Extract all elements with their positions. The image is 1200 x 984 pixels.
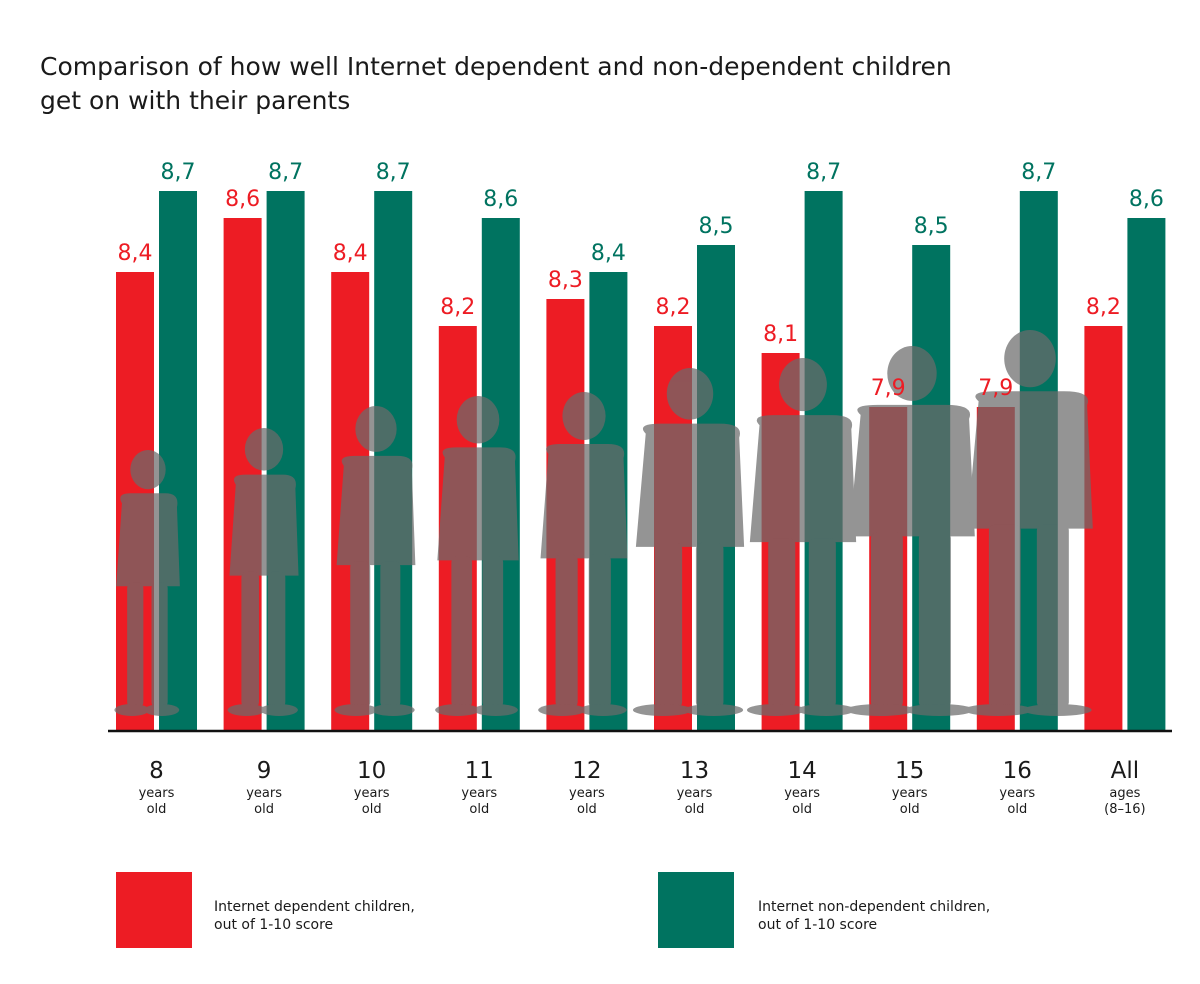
x-tick-sublabel-1-9: ages: [1109, 786, 1140, 801]
x-tick-label-6: 14: [787, 758, 816, 784]
chart-title: Comparison of how well Internet dependen…: [40, 50, 1140, 118]
data-label-dependent-8: 7,9: [978, 376, 1013, 401]
child-silhouette-8: [845, 346, 975, 716]
data-label-non_dependent-5: 8,5: [699, 214, 734, 239]
child-silhouette-6: [632, 368, 745, 716]
child-silhouette-1: [114, 450, 180, 716]
x-tick-sublabel-2-0: old: [147, 802, 167, 817]
x-tick-sublabel-2-2: old: [362, 802, 382, 817]
x-tick-sublabel-1-4: years: [569, 786, 605, 801]
legend-swatch-dependent: [116, 872, 192, 948]
x-tick-label-5: 13: [680, 758, 709, 784]
x-tick-label-4: 12: [572, 758, 601, 784]
child-silhouette-3: [334, 406, 416, 716]
x-tick-label-7: 15: [895, 758, 924, 784]
data-label-dependent-0: 8,4: [118, 241, 153, 266]
child-silhouette-4: [435, 396, 519, 716]
legend-label-non-dependent: Internet non-dependent children, out of …: [758, 898, 1018, 934]
x-tick-sublabel-1-1: years: [246, 786, 282, 801]
legend-swatch-non-dependent: [658, 872, 734, 948]
x-tick-sublabel-2-3: old: [469, 802, 489, 817]
legend-label-dependent: Internet dependent children, out of 1-10…: [214, 898, 474, 934]
data-label-non_dependent-3: 8,6: [483, 187, 518, 212]
legend-dependent-line-1: Internet dependent children,: [214, 899, 415, 915]
legend-non-dependent-line-2: out of 1-10 score: [758, 917, 878, 933]
x-tick-label-8: 16: [1003, 758, 1032, 784]
data-label-dependent-1: 8,6: [225, 187, 260, 212]
data-label-dependent-4: 8,3: [548, 268, 583, 293]
data-label-dependent-9: 8,2: [1086, 295, 1121, 320]
data-label-dependent-6: 8,1: [763, 322, 798, 347]
x-tick-sublabel-1-5: years: [677, 786, 713, 801]
data-label-non_dependent-8: 8,7: [1021, 160, 1056, 185]
data-label-non_dependent-9: 8,6: [1129, 187, 1164, 212]
chart-title-line-1: Comparison of how well Internet dependen…: [40, 52, 952, 81]
x-tick-sublabel-2-7: old: [900, 802, 920, 817]
x-tick-sublabel-1-0: years: [139, 786, 175, 801]
x-tick-sublabel-1-3: years: [461, 786, 497, 801]
bar-non_dependent-9: [1127, 218, 1166, 731]
x-tick-sublabel-1-8: years: [999, 786, 1035, 801]
x-tick-label-3: 11: [465, 758, 494, 784]
data-label-non_dependent-6: 8,7: [806, 160, 841, 185]
x-tick-sublabel-2-9: (8–16): [1104, 802, 1145, 817]
x-tick-sublabel-2-4: old: [577, 802, 597, 817]
data-label-non_dependent-1: 8,7: [268, 160, 303, 185]
data-label-dependent-5: 8,2: [656, 295, 691, 320]
child-silhouette-9: [963, 330, 1093, 716]
x-tick-sublabel-1-2: years: [354, 786, 390, 801]
labels-layer: 8,48,78yearsold8,68,79yearsold8,48,710ye…: [118, 160, 1164, 817]
x-tick-sublabel-2-1: old: [254, 802, 274, 817]
x-tick-label-0: 8: [149, 758, 164, 784]
child-silhouette-2: [227, 428, 299, 716]
x-tick-label-1: 9: [257, 758, 272, 784]
child-silhouette-5: [538, 392, 628, 716]
data-label-non_dependent-2: 8,7: [376, 160, 411, 185]
child-silhouette-7: [746, 358, 857, 716]
data-label-non_dependent-0: 8,7: [161, 160, 196, 185]
x-tick-sublabel-1-6: years: [784, 786, 820, 801]
x-tick-sublabel-2-8: old: [1007, 802, 1027, 817]
data-label-dependent-2: 8,4: [333, 241, 368, 266]
data-label-dependent-3: 8,2: [440, 295, 475, 320]
data-label-dependent-7: 7,9: [871, 376, 906, 401]
legend-dependent-line-2: out of 1-10 score: [214, 917, 334, 933]
data-label-non_dependent-7: 8,5: [914, 214, 949, 239]
x-tick-label-2: 10: [357, 758, 386, 784]
x-tick-sublabel-2-6: old: [792, 802, 812, 817]
children-silhouettes: [114, 330, 1093, 716]
x-tick-sublabel-1-7: years: [892, 786, 928, 801]
chart-title-line-2: get on with their parents: [40, 86, 351, 115]
legend-non-dependent-line-1: Internet non-dependent children,: [758, 899, 991, 915]
data-label-non_dependent-4: 8,4: [591, 241, 626, 266]
x-tick-sublabel-2-5: old: [685, 802, 705, 817]
x-tick-label-9: All: [1111, 758, 1140, 784]
